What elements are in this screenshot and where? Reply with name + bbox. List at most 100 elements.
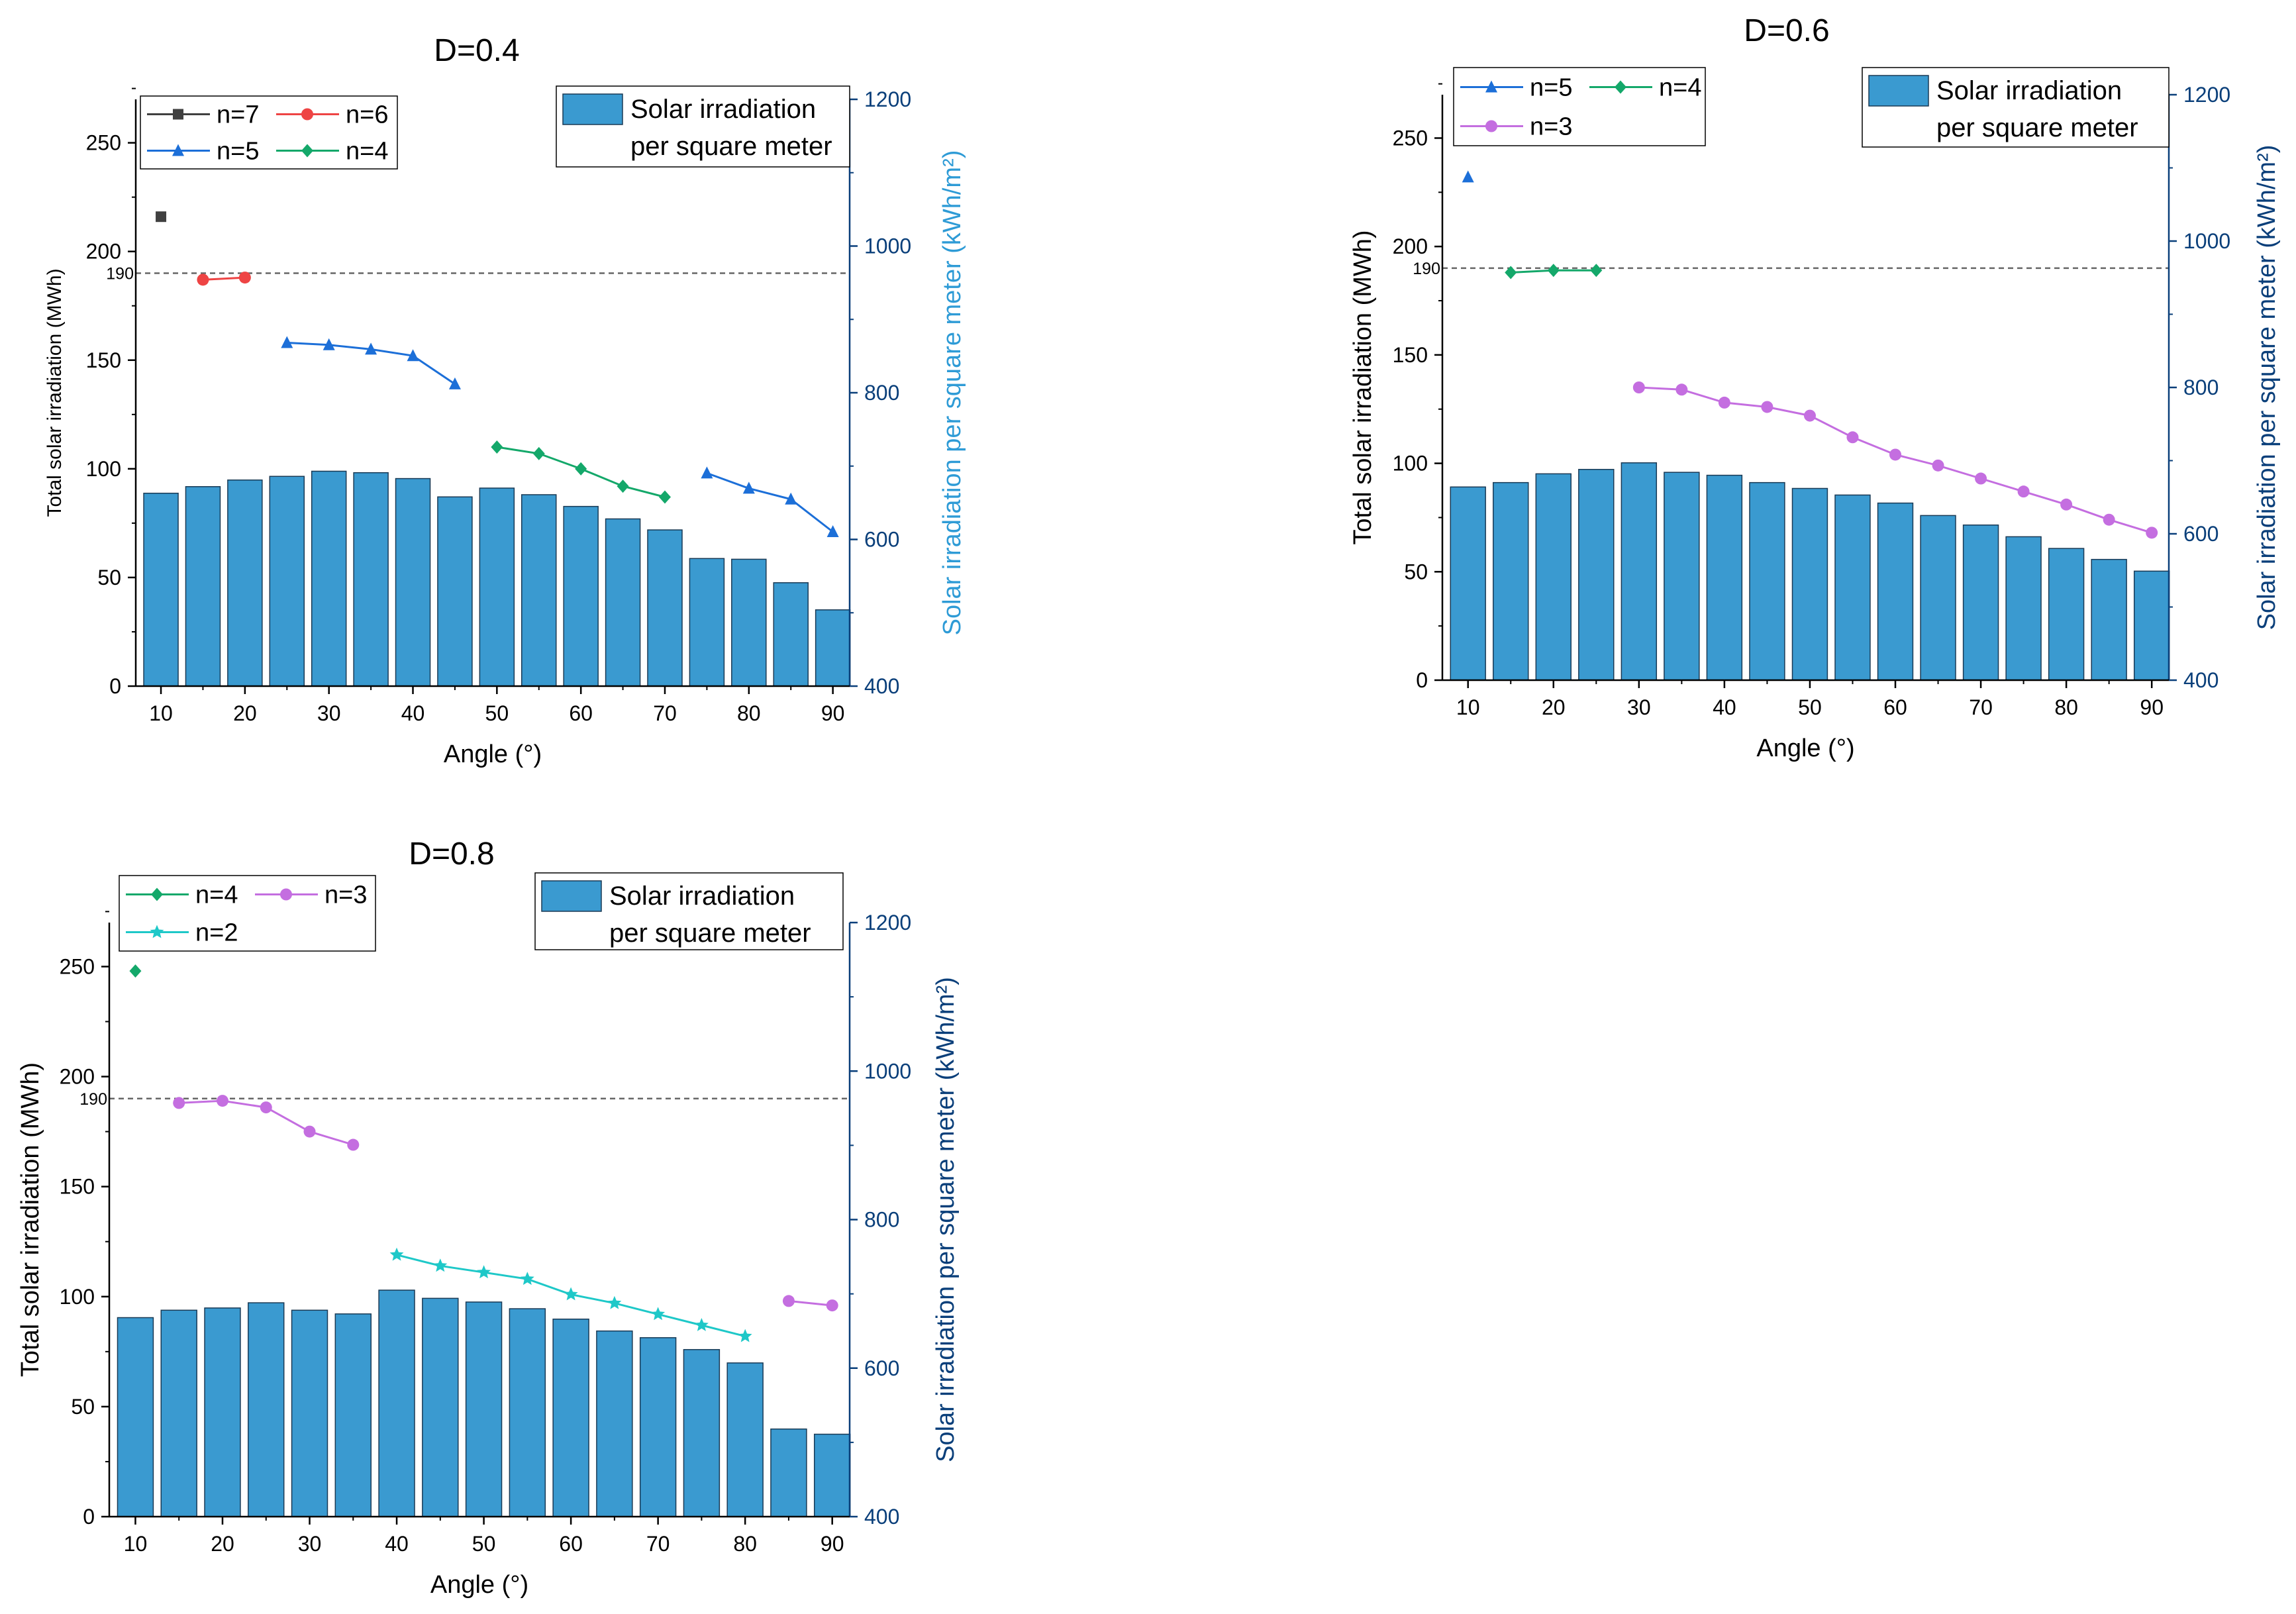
series-legend-box: [119, 875, 376, 952]
x-tick-label: 90: [2140, 695, 2164, 719]
bar: [1450, 486, 1486, 681]
y-tick-label: 0: [109, 674, 121, 698]
bar: [269, 476, 305, 687]
series-legend-box: [1453, 67, 1706, 146]
data-point-n=3: [782, 1295, 795, 1307]
y2-tick-label: 1000: [864, 234, 911, 258]
bar: [334, 1313, 372, 1517]
bar: [773, 582, 809, 687]
data-point-n=3: [1932, 459, 1944, 472]
y2-tick-label: 800: [864, 381, 899, 405]
data-point-n=5: [448, 377, 461, 389]
data-point-n=4: [575, 462, 587, 476]
bar: [1535, 473, 1572, 681]
y-tick-label: 0: [83, 1505, 95, 1529]
bar-legend-label: per square meter: [1936, 113, 2138, 142]
y2-tick-label: 1000: [2183, 229, 2230, 253]
x-tick-label: 60: [569, 701, 593, 725]
data-point-n=2: [520, 1272, 534, 1286]
bar: [1877, 502, 1914, 681]
series-legend-box: [140, 95, 398, 170]
reference-line-label: 190: [79, 1090, 107, 1109]
x-tick-label: 10: [149, 701, 173, 725]
chart-panel-d08: D=0.8 190 0 50 100 150 200 250 400 600 800 1000 1200…: [17, 836, 960, 1599]
x-tick-label: 50: [485, 701, 509, 725]
legend-marker-n=5: [1485, 80, 1497, 93]
x-tick-label: 90: [821, 701, 845, 725]
data-point-n=3: [1675, 383, 1688, 396]
x-tick-label: 10: [1456, 695, 1480, 719]
bar-legend-swatch: [541, 880, 602, 912]
data-point-n=3: [216, 1095, 228, 1107]
y-tick-label: 50: [1404, 560, 1428, 583]
y-axis-label: Total solar irradiation (MWh): [1349, 230, 1377, 544]
bar: [605, 518, 641, 687]
y-tick-label: 250: [1393, 126, 1428, 150]
data-point-n=5: [742, 481, 755, 494]
legend-label: n=3: [324, 882, 367, 909]
series-line-n=5: [706, 472, 834, 533]
data-point-n=3: [1632, 381, 1645, 393]
chart-title: D=0.8: [409, 836, 494, 872]
bar: [1493, 481, 1529, 681]
data-point-n=3: [347, 1138, 360, 1151]
y2-tick-label: 400: [2183, 668, 2219, 692]
bar-legend-label: Solar irradiation: [1936, 76, 2122, 105]
data-point-n=2: [694, 1318, 709, 1331]
x-tick-label: 20: [233, 701, 257, 725]
y2-axis-label: Solar irradiation per square meter (kWh/…: [2253, 145, 2281, 630]
y-axis-label: Total solar irradiation (MWh): [17, 1062, 44, 1377]
bar: [552, 1318, 589, 1517]
bar: [311, 470, 347, 687]
data-point-n=5: [701, 466, 713, 479]
bar-legend-label: per square meter: [609, 919, 811, 948]
bar: [1962, 524, 1999, 681]
x-tick-label: 70: [653, 701, 677, 725]
x-tick-label: 20: [1542, 695, 1566, 719]
bar: [1664, 472, 1700, 681]
data-point-n=5: [323, 338, 335, 350]
bar-legend-swatch: [562, 93, 623, 125]
y2-tick-label: 800: [864, 1208, 899, 1232]
bar: [1791, 487, 1828, 681]
data-point-n=4: [1590, 264, 1603, 277]
bar: [813, 1433, 851, 1517]
y-tick-label: 0: [1416, 668, 1428, 692]
y2-tick-label: 1200: [864, 911, 911, 934]
y-tick-label: 150: [60, 1175, 95, 1199]
y2-tick-label: 1000: [864, 1059, 911, 1083]
legend-marker-n=4: [1615, 80, 1626, 94]
legend-label: n=4: [195, 882, 238, 909]
y2-tick-label: 400: [864, 674, 899, 698]
chart-panel-d06: D=0.6 190 0 50 100 150 200 250 400 600 800 1000 1200…: [1349, 13, 2281, 762]
bar: [422, 1297, 459, 1517]
data-point-n=6: [197, 274, 209, 286]
bar: [647, 529, 683, 687]
bar: [143, 492, 179, 687]
reference-line-label: 190: [1413, 260, 1440, 278]
data-point-n=3: [1803, 409, 1816, 422]
bar: [689, 558, 725, 687]
data-point-n=5: [365, 342, 377, 355]
bar-legend-swatch: [1868, 75, 1929, 107]
legend-marker-n=7: [173, 109, 183, 120]
legend-marker-n=2: [150, 925, 164, 938]
x-tick-label: 40: [1713, 695, 1736, 719]
bar: [815, 609, 851, 687]
data-point-n=5: [1462, 170, 1474, 183]
data-point-n=2: [477, 1265, 491, 1279]
y2-tick-label: 800: [2183, 376, 2219, 399]
x-tick-label: 80: [733, 1532, 757, 1556]
data-point-n=4: [658, 490, 671, 504]
chart-title: D=0.6: [1744, 13, 1829, 48]
y-tick-label: 250: [86, 131, 121, 155]
data-point-n=3: [173, 1097, 185, 1109]
legend-marker-n=3: [1485, 120, 1497, 132]
chart-title: D=0.4: [434, 33, 519, 68]
data-point-n=5: [826, 525, 839, 538]
y2-axis-label: Solar irradiation per square meter (kWh/…: [932, 977, 960, 1462]
legend-marker-n=6: [301, 108, 313, 121]
x-tick-label: 90: [821, 1532, 844, 1556]
data-point-n=3: [1975, 472, 1987, 485]
